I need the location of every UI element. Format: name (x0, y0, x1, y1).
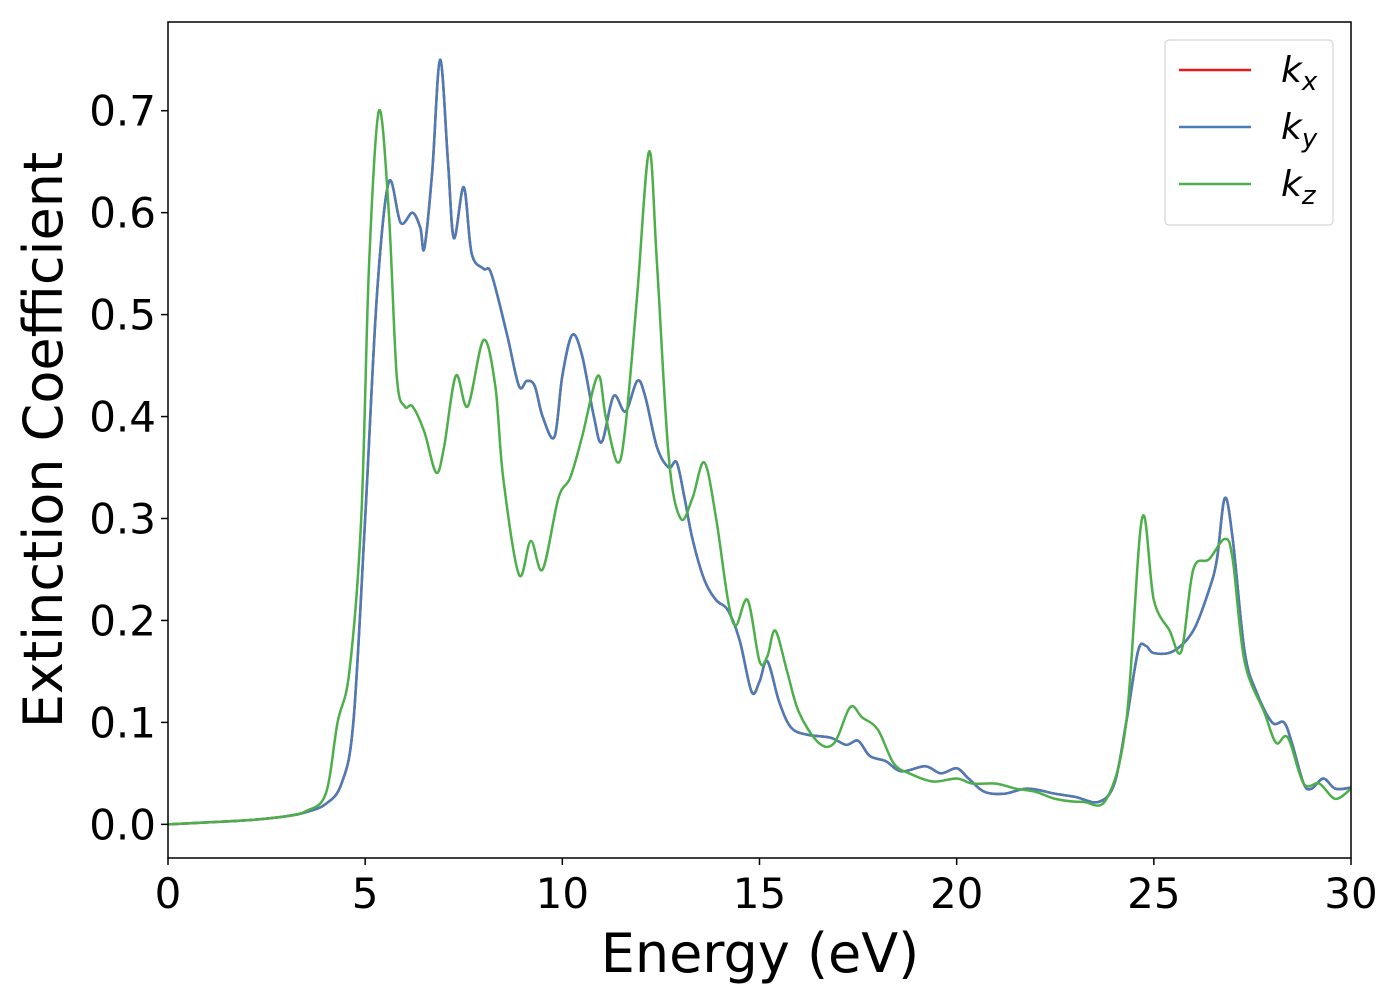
x-axis-label: Energy (eV) (601, 922, 920, 985)
y-tick-label: 0.1 (89, 698, 156, 747)
legend-label: kz (1281, 164, 1317, 211)
y-axis-label: Extinction Coefficient (12, 152, 75, 728)
x-tick-label: 20 (930, 869, 983, 918)
x-tick-label: 5 (352, 869, 379, 918)
legend-label: ky (1281, 107, 1318, 154)
x-tick-label: 10 (536, 869, 589, 918)
y-tick-label: 0.7 (89, 87, 156, 136)
x-tick-label: 30 (1324, 869, 1377, 918)
plot-frame (167, 21, 1352, 859)
x-tick-label: 25 (1127, 869, 1180, 918)
y-tick-label: 0.5 (89, 291, 156, 340)
x-tick-label: 15 (733, 869, 786, 918)
y-tick-label: 0.4 (89, 393, 156, 442)
y-tick-label: 0.6 (89, 189, 156, 238)
legend-label: kx (1281, 50, 1318, 97)
line (168, 108, 1351, 826)
y-tick-label: 0.3 (89, 495, 156, 544)
y-tick-label: 0.0 (89, 800, 156, 849)
y-tick-label: 0.2 (89, 596, 156, 645)
line (168, 58, 1351, 826)
x-tick-label: 0 (155, 869, 182, 918)
legend-box (1164, 39, 1334, 226)
